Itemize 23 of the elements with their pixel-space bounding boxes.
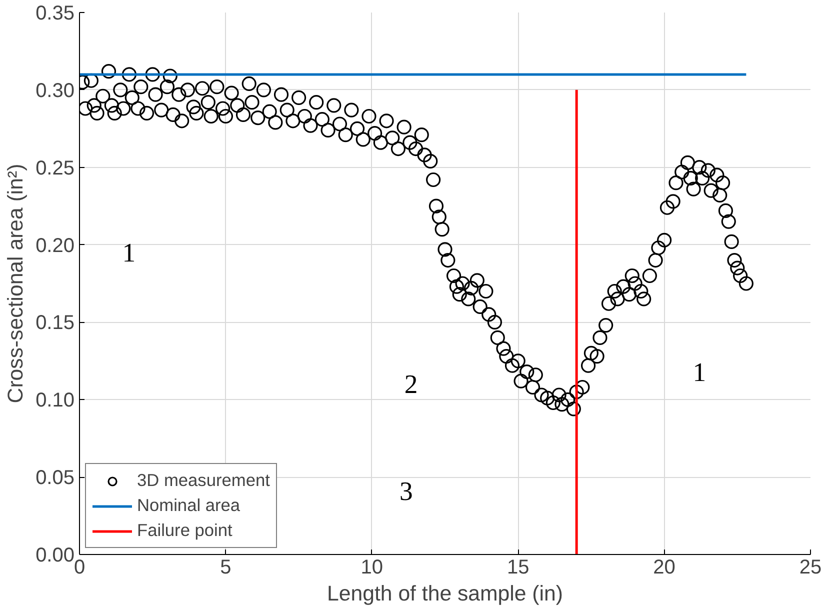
- y-tick-label: 0.15: [36, 312, 75, 334]
- legend-label: Nominal area: [137, 495, 240, 516]
- annotation: 1: [122, 238, 136, 268]
- y-tick-label: 0.35: [36, 2, 75, 24]
- y-tick-label: 0.00: [36, 544, 75, 566]
- y-tick-label: 0.10: [36, 390, 75, 412]
- x-tick-label: 5: [220, 556, 232, 578]
- x-tick-label: 0: [74, 556, 86, 578]
- x-tick-label: 25: [799, 556, 822, 578]
- x-axis-title: Length of the sample (in): [327, 582, 563, 606]
- x-tick-label: 15: [506, 556, 530, 578]
- x-tick-label: 20: [653, 556, 676, 578]
- y-tick-label: 0.30: [36, 80, 75, 102]
- y-tick-label: 0.05: [36, 467, 75, 490]
- legend-label: Failure point: [137, 520, 232, 541]
- y-axis-title: Cross-sectional area (in²): [4, 164, 28, 404]
- annotation: 3: [399, 476, 413, 506]
- legend-label: 3D measurement: [137, 470, 270, 491]
- y-tick-label: 0.20: [36, 234, 75, 257]
- x-tick-label: 10: [360, 556, 384, 578]
- y-tick-label: 0.25: [36, 157, 75, 180]
- annotation: 1: [692, 356, 706, 387]
- annotation: 2: [404, 369, 418, 400]
